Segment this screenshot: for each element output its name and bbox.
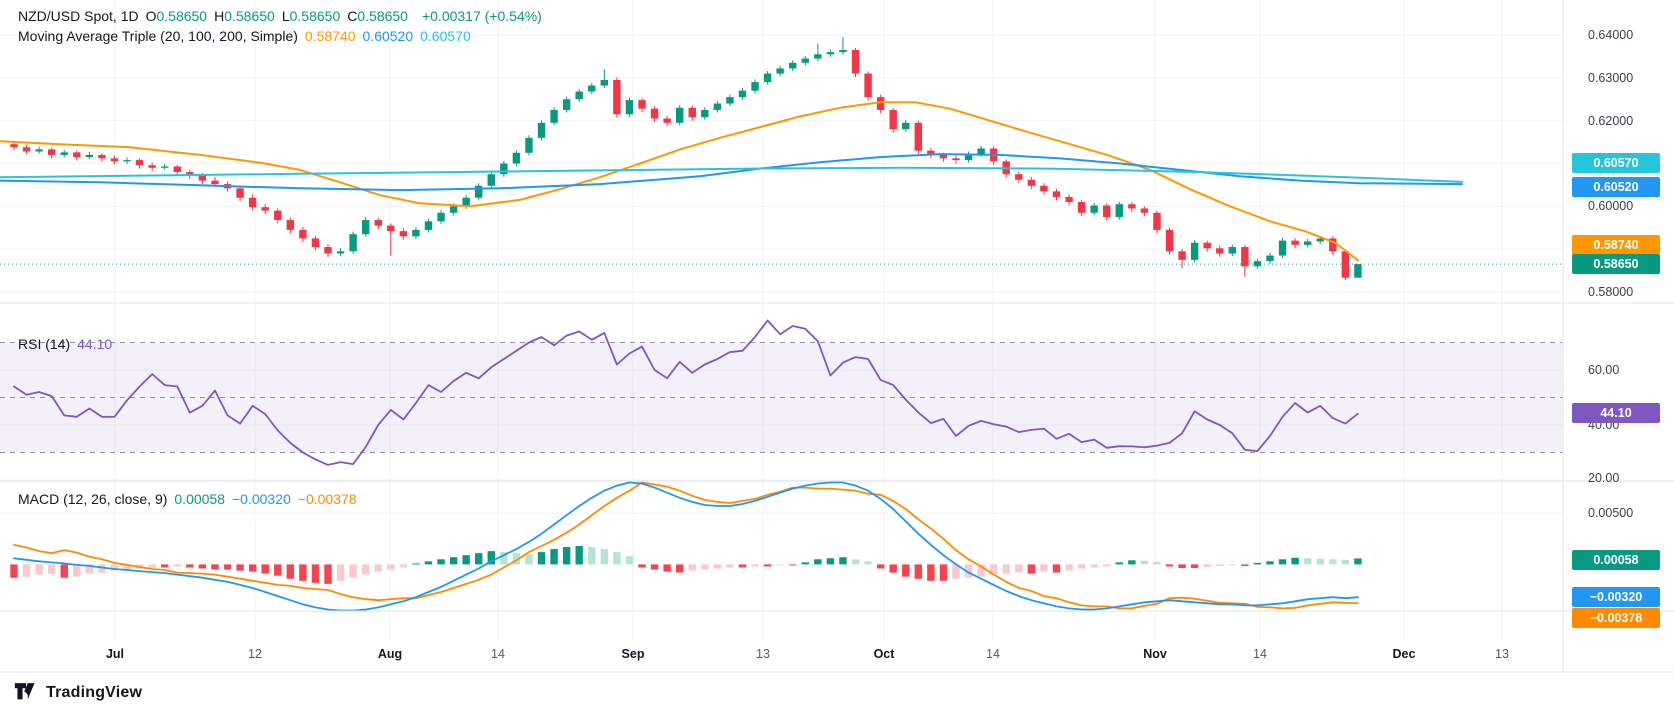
- rsi-indicator-label[interactable]: RSI (14): [18, 336, 71, 352]
- time-axis-label: Nov: [1143, 647, 1167, 661]
- price-axis-label: 0.63000: [1588, 71, 1634, 85]
- price-axis-label: 20.00: [1588, 471, 1620, 485]
- main-legend: NZD/USD Spot, 1D O0.58650 H0.58650 L0.5865…: [18, 6, 542, 46]
- time-axis-label: Jul: [105, 647, 125, 661]
- time-axis-label: 13: [1495, 647, 1509, 661]
- rsi-value: 44.10: [77, 336, 113, 352]
- price-axis-label: 0.62000: [1588, 114, 1634, 128]
- ma-value: 0.60520: [362, 28, 414, 44]
- ma-value: 0.60570: [420, 28, 471, 44]
- ma-value: 0.58740: [304, 28, 356, 44]
- ma-legend-row: Moving Average Triple (20, 100, 200, Sim…: [18, 26, 542, 46]
- tradingview-logo[interactable]: TradingView: [14, 682, 142, 703]
- price-axis-label: 0.64000: [1588, 28, 1634, 42]
- symbol-title[interactable]: NZD/USD Spot, 1D: [18, 8, 139, 24]
- ma-values: 0.58740 0.60520 0.60570: [305, 26, 478, 46]
- price-axis-label: 0.58000: [1588, 285, 1634, 299]
- price-badge: 44.10: [1572, 403, 1660, 423]
- time-axis-label: 14: [1253, 647, 1267, 661]
- ma-indicator-label[interactable]: Moving Average Triple (20, 100, 200, Sim…: [18, 28, 298, 44]
- time-axis-label: Aug: [377, 647, 403, 661]
- ohlc-o: O0.58650: [145, 8, 208, 24]
- price-axis-label: 60.00: [1588, 363, 1620, 377]
- macd-value: 0.00058: [174, 491, 225, 507]
- price-axis-label: 0.60000: [1588, 199, 1634, 213]
- macd-legend-row: MACD (12, 26, close, 9) 0.00058 −0.00320−…: [18, 489, 364, 509]
- rsi-legend-row: RSI (14) 44.10: [18, 334, 112, 354]
- macd-legend: MACD (12, 26, close, 9) 0.00058 −0.00320−…: [18, 489, 364, 509]
- price-badge: 0.58740: [1572, 235, 1660, 255]
- change-value: +0.00317 (+0.54%): [421, 8, 542, 24]
- price-badge: 0.58650: [1572, 254, 1660, 274]
- price-axis-label: 0.00500: [1588, 506, 1634, 520]
- macd-indicator-label[interactable]: MACD (12, 26, close, 9): [18, 491, 168, 507]
- macd-values: 0.00058 −0.00320 −0.00378: [174, 489, 363, 509]
- time-axis-label: 12: [248, 647, 262, 661]
- macd-value: −0.00320: [232, 491, 291, 507]
- ohlc-l: L0.58650: [281, 8, 341, 24]
- price-badge: −0.00320: [1572, 587, 1660, 607]
- time-axis-label: 14: [986, 647, 1000, 661]
- time-axis-label: Dec: [1392, 647, 1416, 661]
- price-badge: 0.60520: [1572, 177, 1660, 197]
- price-badge: −0.00378: [1572, 608, 1660, 628]
- macd-value: −0.00378: [297, 491, 357, 507]
- tradingview-wordmark: TradingView: [46, 683, 143, 701]
- tradingview-logo-icon: [14, 683, 35, 700]
- time-axis-label: Oct: [873, 647, 895, 661]
- price-badge: 0.00058: [1572, 550, 1660, 570]
- ohlc-c: C0.58650: [347, 8, 408, 24]
- ohlc-h: H0.58650: [214, 8, 275, 24]
- ohlc-values: O0.58650 H0.58650 L0.58650 C0.58650: [146, 6, 415, 26]
- time-axis-label: Sep: [621, 647, 645, 661]
- price-badge: 0.60570: [1572, 153, 1660, 173]
- rsi-legend: RSI (14) 44.10: [18, 334, 112, 354]
- time-axis-label: 14: [491, 647, 505, 661]
- time-axis-label: 13: [756, 647, 770, 661]
- symbol-legend-row: NZD/USD Spot, 1D O0.58650 H0.58650 L0.5865…: [18, 6, 542, 26]
